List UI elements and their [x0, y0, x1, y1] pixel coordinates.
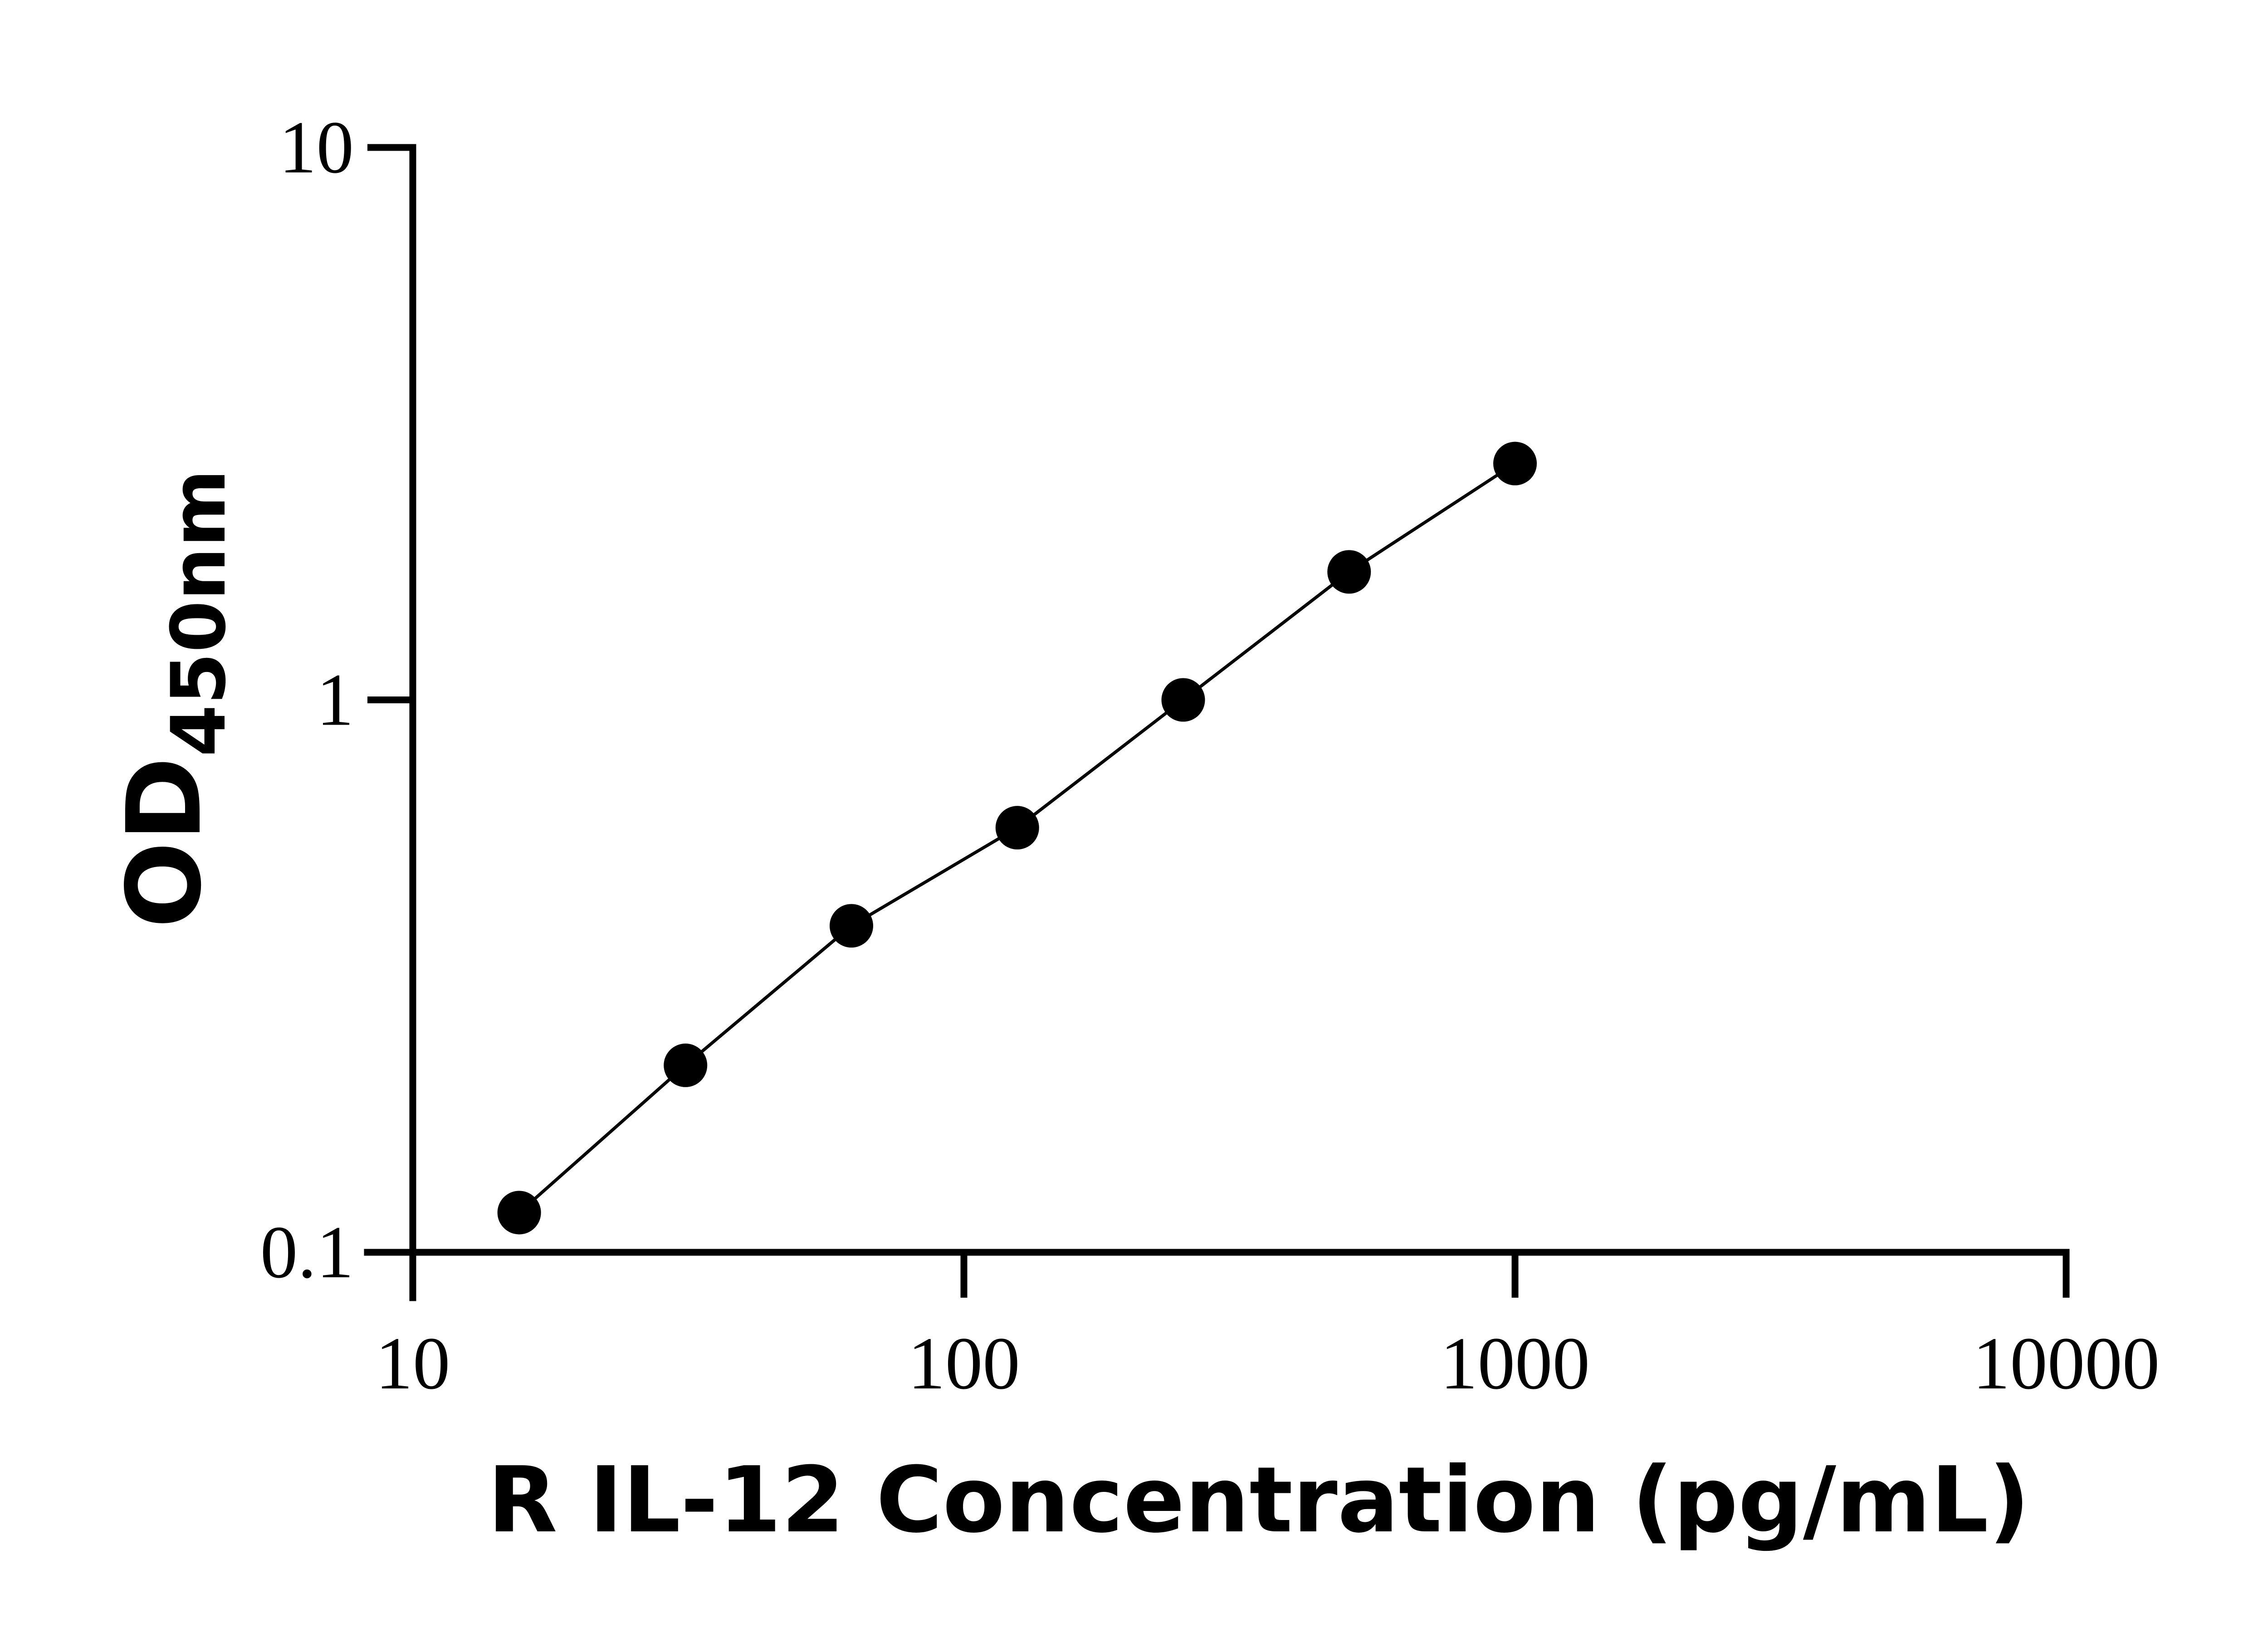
x-axis-title: R IL-12 Concentration (pg/mL) [488, 1447, 2030, 1553]
x-tick-label: 10000 [1973, 1322, 2160, 1405]
y-axis-title: OD450nm [105, 469, 242, 928]
x-tick-label: 10 [376, 1322, 450, 1405]
data-point [664, 1043, 708, 1087]
y-tick-label: 0.1 [260, 1211, 354, 1294]
y-axis-title-main: OD [105, 757, 224, 928]
x-tick-label: 1000 [1440, 1322, 1590, 1405]
data-point [829, 904, 873, 948]
y-axis-title-subscript: 450nm [155, 469, 242, 757]
x-ticks: 10 100 1000 10000 [376, 1252, 2160, 1405]
data-points [497, 441, 1537, 1235]
y-ticks: 0.1 1 10 [260, 106, 413, 1294]
data-point [995, 806, 1039, 850]
y-tick-label: 10 [279, 106, 354, 189]
x-tick-label: 100 [908, 1322, 1020, 1405]
data-point [497, 1191, 541, 1235]
y-tick-label: 1 [317, 658, 354, 741]
data-point [1493, 441, 1537, 485]
axes [364, 144, 2070, 1301]
data-point [1327, 550, 1371, 594]
data-point [1161, 678, 1205, 722]
